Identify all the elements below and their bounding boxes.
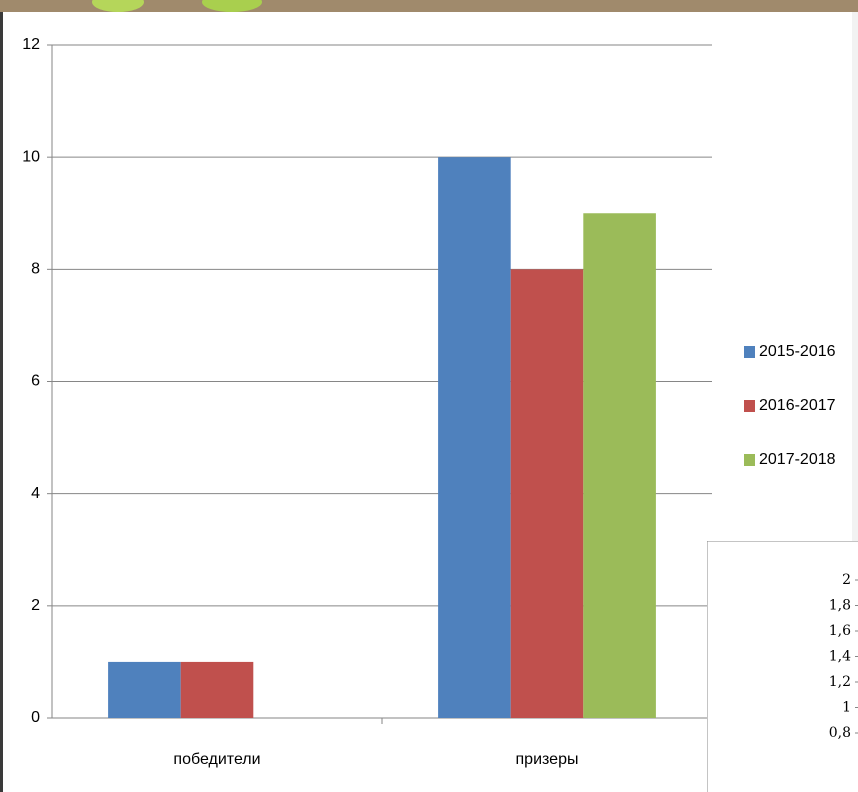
x-tick-label: призеры: [516, 751, 579, 768]
y-tick-label: 2: [31, 597, 40, 614]
bar: [510, 269, 584, 718]
y-tick-label: 4: [31, 485, 40, 502]
legend-swatch: [744, 400, 755, 412]
y-tick-label: 0: [31, 709, 40, 726]
second-chart: 0,8 1 1,2 1,4 1,6 1,8 2: [707, 541, 858, 792]
legend-swatch: [744, 346, 755, 358]
legend-label: 2016-2017: [759, 397, 836, 414]
right-edge: [852, 12, 858, 542]
left-border: [0, 12, 3, 792]
y-tick-label: 1: [842, 700, 851, 716]
y-tick-label: 8: [31, 261, 40, 278]
y-tick-label: 2: [842, 572, 851, 588]
y-tick-label: 0,8: [829, 725, 851, 741]
y-tick-label: 1,8: [829, 598, 851, 614]
y-tick-label: 1,4: [829, 649, 851, 665]
leaf-decoration: [92, 0, 144, 12]
bar: [180, 661, 254, 718]
y-tick-label: 12: [22, 36, 40, 53]
bar: [108, 661, 181, 718]
y-tick-label: 10: [22, 148, 40, 165]
second-chart-frame: [707, 541, 858, 792]
leaf-decoration: [202, 0, 262, 12]
legend-swatch: [744, 454, 755, 466]
y-tick-label: 1,6: [829, 623, 851, 639]
main-chart: 0 2 4 6 8 10 12 победители призеры 2015-2016 2016-…: [22, 36, 835, 768]
y-tick-label: 1,2: [829, 674, 851, 690]
x-tick-label: победители: [173, 751, 260, 768]
bar: [438, 157, 511, 718]
legend-label: 2017-2018: [759, 451, 836, 468]
y-tick-label: 6: [31, 373, 40, 390]
bar: [583, 213, 656, 718]
legend-label: 2015-2016: [759, 343, 836, 360]
